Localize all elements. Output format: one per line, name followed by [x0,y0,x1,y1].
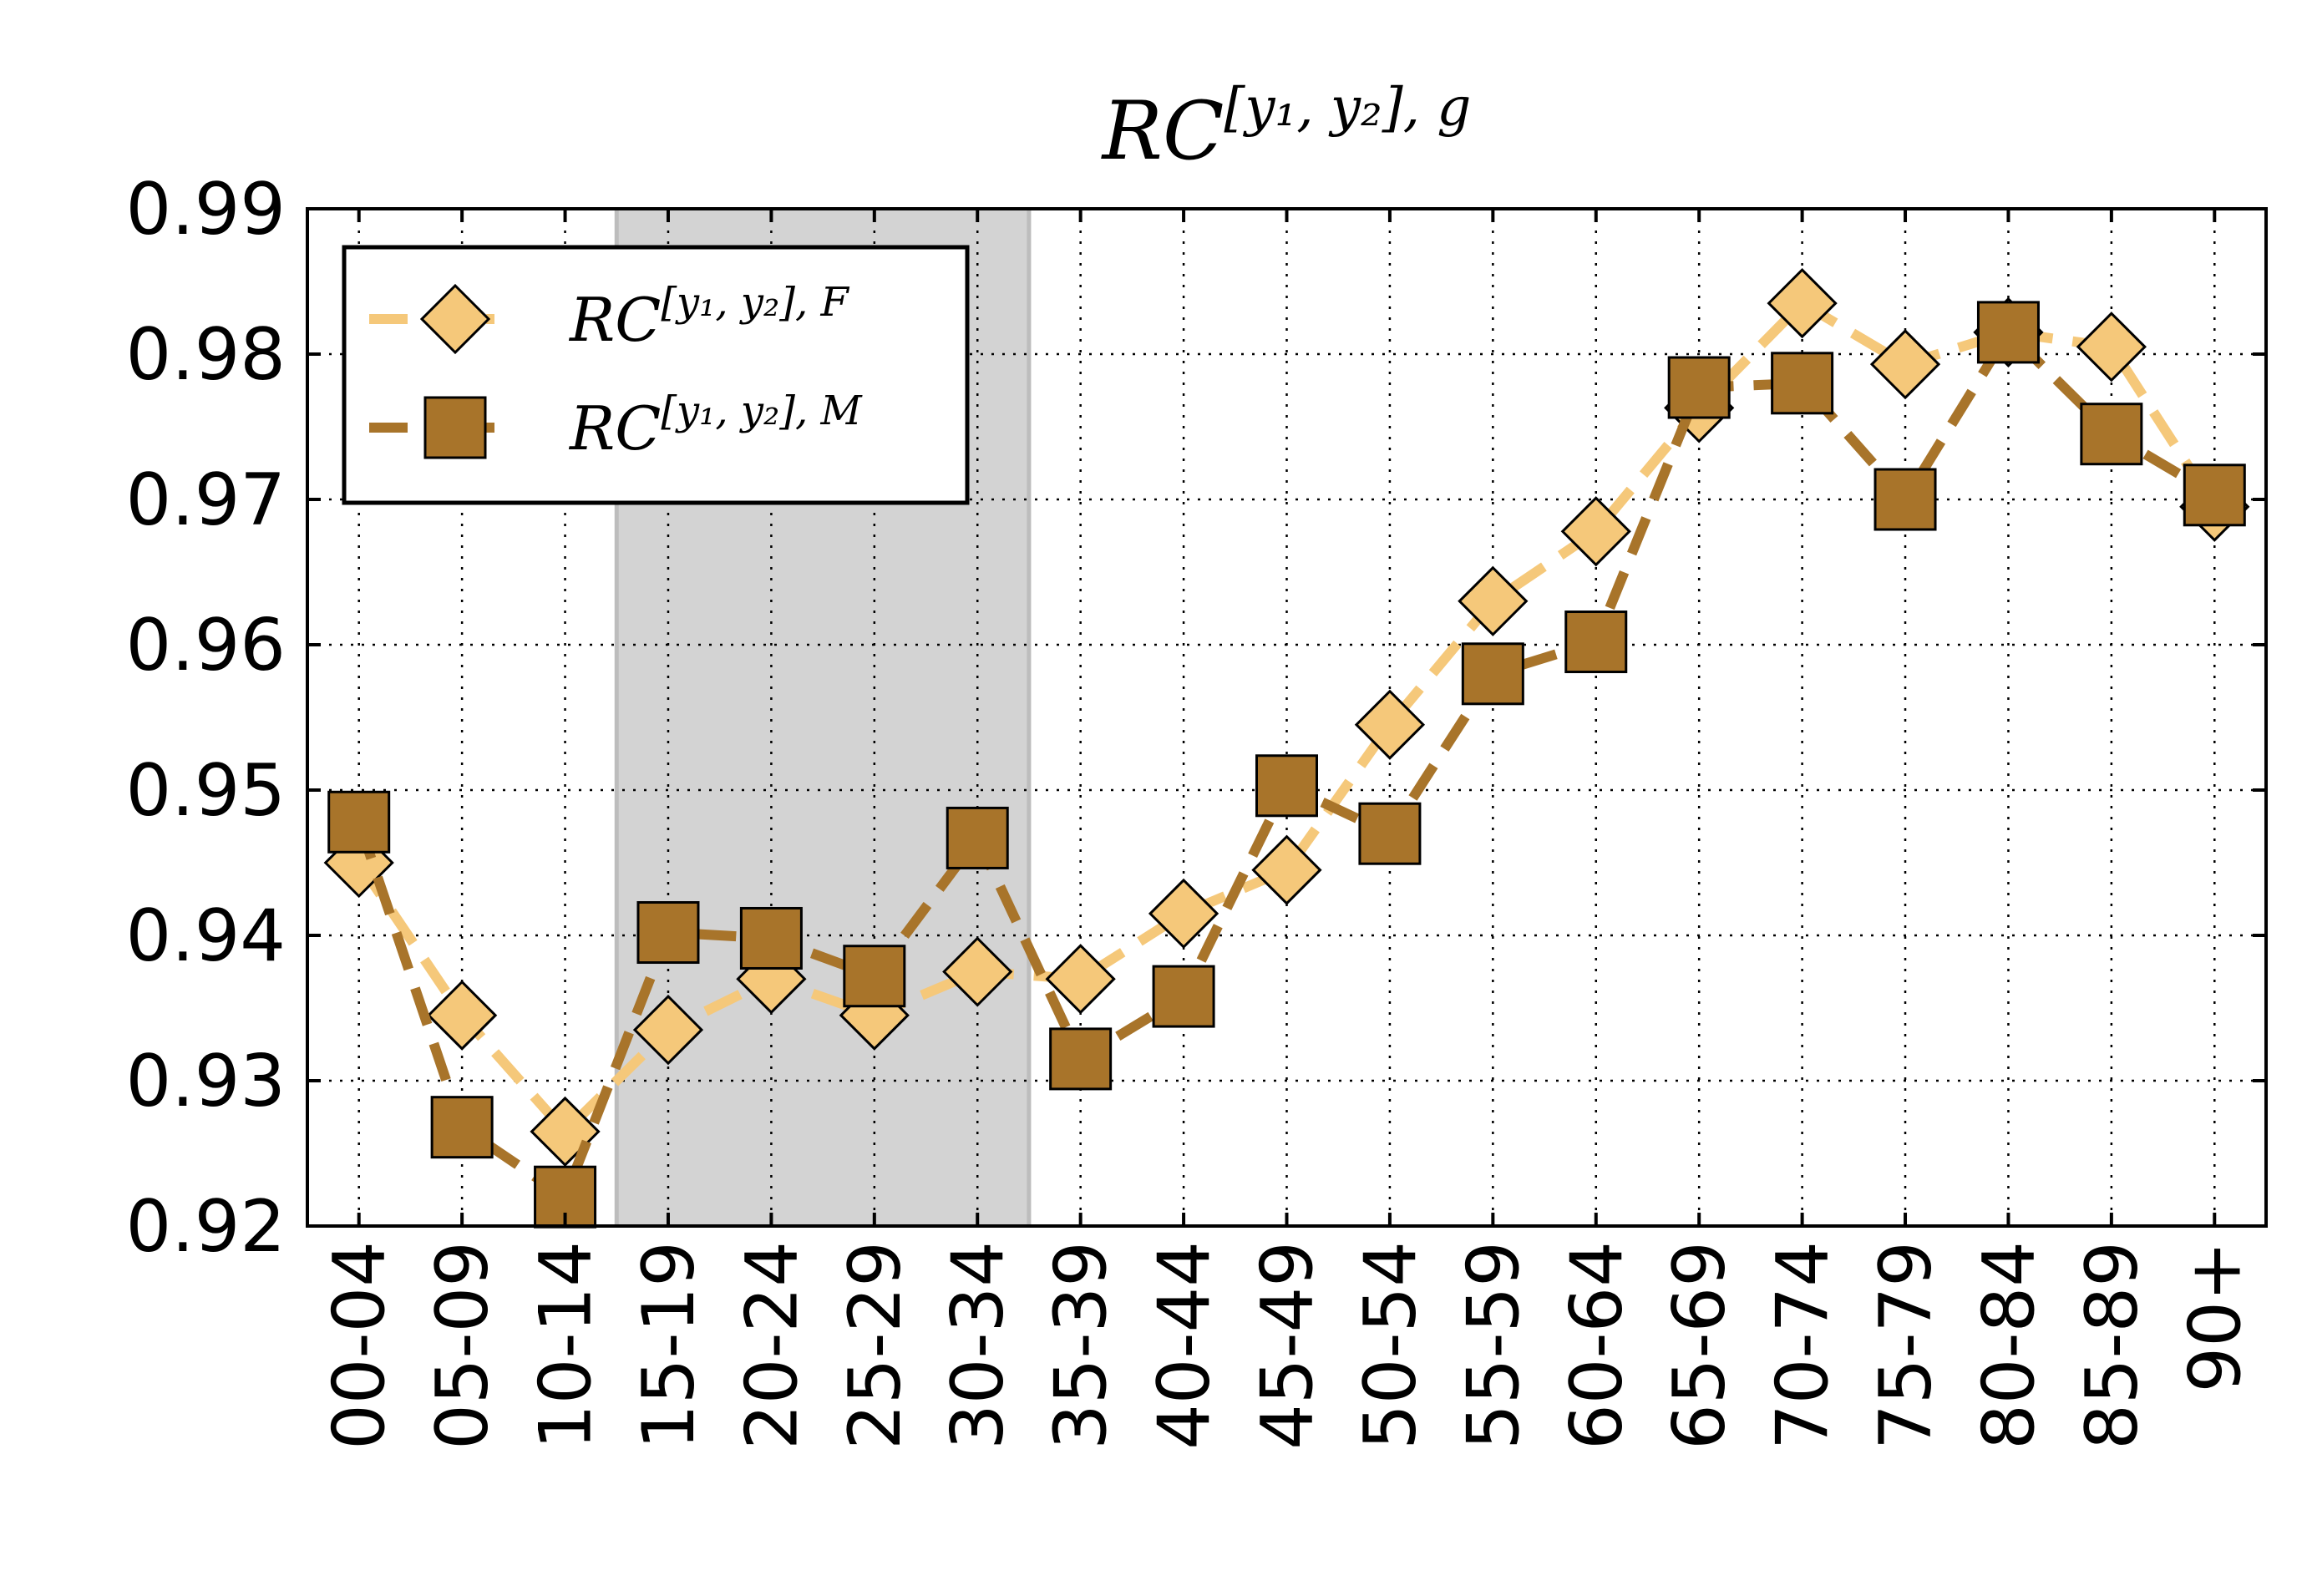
data-point-diamond [1869,329,1941,400]
legend-box [342,245,970,505]
x-tick-label: 25-29 [834,1241,917,1450]
data-point-square [739,906,803,970]
x-tick-label: 30-34 [936,1241,1020,1450]
data-point-square [1049,1027,1113,1091]
data-point-diamond [427,980,498,1051]
data-point-diamond [1458,565,1529,636]
data-point-diamond [632,994,704,1066]
x-tick-label: 15-19 [627,1241,711,1450]
x-tick-label: 55-59 [1452,1241,1535,1450]
data-point-square [843,945,906,1008]
data-point-square [946,806,1009,869]
legend-marker-square [423,396,487,459]
x-tick-label: 85-89 [2071,1241,2154,1450]
x-tick-label: 65-69 [1658,1241,1742,1450]
data-point-square [1873,468,1937,531]
legend-label-female-base: RC [568,285,661,355]
y-tick-label: 0.92 [126,1185,286,1269]
data-point-square [2183,464,2246,527]
series-male [327,301,2246,1229]
y-tick-label: 0.96 [126,604,286,687]
x-tick-label: 40-44 [1143,1241,1226,1450]
chart-title-sup: [y₁, y₂], g [1224,77,1471,139]
data-point-square [1771,352,1834,415]
grid-layer [307,209,2266,1226]
x-tick-label: 35-39 [1040,1241,1123,1450]
series-layer [323,267,2250,1229]
data-point-square [1976,301,2040,364]
data-point-diamond [1045,944,1116,1015]
data-point-square [1358,802,1422,865]
chart-title: RC[y₁, y₂], g [1101,77,1472,178]
tick-layer [307,207,2266,1228]
x-tick-label: 75-79 [1864,1241,1948,1450]
data-point-square [636,901,700,965]
x-tick-label: 50-54 [1349,1241,1432,1450]
x-tick-label: 10-14 [525,1241,608,1450]
x-tick-label: 70-74 [1762,1241,1845,1450]
data-point-square [2080,403,2143,466]
x-tick-label: 60-64 [1555,1241,1639,1450]
y-tick-label: 0.93 [126,1040,286,1123]
legend: RC[y₁, y₂], F RC[y₁, y₂], M [342,245,970,505]
y-tick-label: 0.98 [126,313,286,397]
legend-label-female: RC[y₁, y₂], F [568,279,850,355]
data-point-diamond [1560,496,1631,567]
data-point-diamond [1251,834,1322,905]
legend-label-male-sup: [y₁, y₂], M [661,388,863,434]
x-tick-label: 05-09 [421,1241,504,1450]
x-tick-label: 45-49 [1246,1241,1330,1450]
y-tick-label: 0.94 [126,894,286,978]
legend-label-male: RC[y₁, y₂], M [568,388,864,464]
data-point-diamond [1354,689,1426,760]
data-point-diamond [1767,267,1838,339]
legend-entry-male: RC[y₁, y₂], M [369,388,864,464]
data-point-square [1255,754,1318,818]
data-point-square [327,790,391,854]
x-tick-label: 80-84 [1967,1241,2051,1450]
data-point-diamond [942,936,1013,1007]
data-point-square [1667,356,1731,419]
x-tick-label: 20-24 [730,1241,814,1450]
legend-entry-female: RC[y₁, y₂], F [369,279,850,355]
data-point-diamond [1148,878,1219,950]
legend-label-female-sup: [y₁, y₂], F [661,279,849,326]
data-point-square [430,1096,494,1159]
y-tick-label: 0.95 [126,749,286,833]
y-tick-label: 0.97 [126,459,286,542]
data-point-square [1564,611,1628,674]
legend-marker-diamond [419,283,491,355]
data-point-diamond [2076,312,2147,383]
data-point-square [1152,965,1215,1028]
x-tick-label: 90+ [2173,1241,2257,1393]
axis-label-layer: 0.92 0.93 0.94 0.95 0.96 0.97 0.98 0.99 00-04 05-… [126,168,2258,1450]
data-point-square [1461,642,1524,706]
chart-title-base: RC [1101,84,1224,178]
x-tick-label: 00-04 [318,1241,402,1450]
legend-label-male-base: RC [568,393,661,464]
y-tick-label: 0.99 [126,168,286,251]
